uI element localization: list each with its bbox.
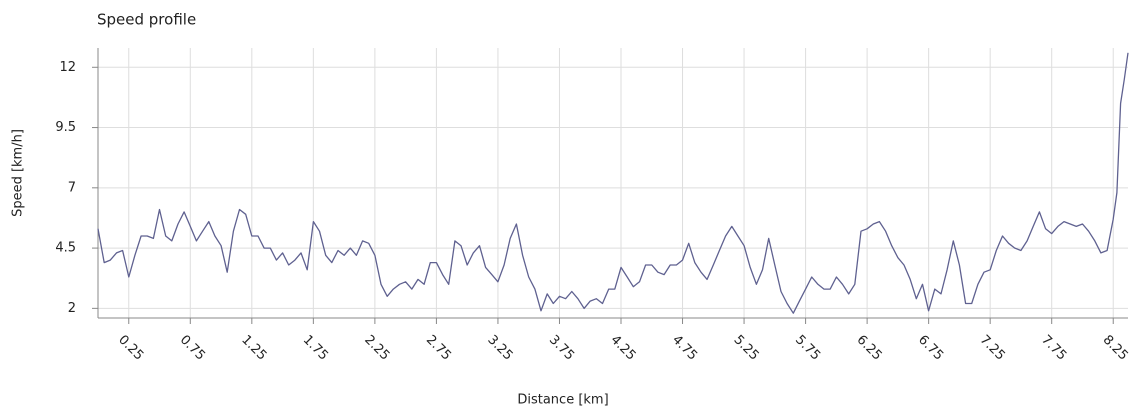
x-tick-label: 1.75 xyxy=(300,332,331,363)
x-tick-label: 8.25 xyxy=(1100,332,1131,363)
y-tick-label: 12 xyxy=(59,60,76,75)
x-tick-label: 5.75 xyxy=(792,332,823,363)
x-tick-label: 0.75 xyxy=(177,332,208,363)
plot-area xyxy=(98,48,1128,318)
y-tick-label: 7 xyxy=(68,180,76,195)
speed-line xyxy=(97,52,1129,314)
x-tick-label: 5.25 xyxy=(731,332,762,363)
x-tick-label: 4.75 xyxy=(669,332,700,363)
x-tick-label: 4.25 xyxy=(607,332,638,363)
x-tick-label: 2.75 xyxy=(423,332,454,363)
x-tick-label: 7.25 xyxy=(977,332,1008,363)
x-tick-label: 2.25 xyxy=(361,332,392,363)
x-tick-label: 6.75 xyxy=(915,332,946,363)
x-tick-label: 3.25 xyxy=(484,332,515,363)
x-axis-label: Distance [km] xyxy=(517,393,608,408)
y-tick-label: 9.5 xyxy=(55,120,76,135)
chart-title: Speed profile xyxy=(97,11,196,29)
x-tick-label: 0.25 xyxy=(115,332,146,363)
x-tick-label: 6.25 xyxy=(854,332,885,363)
y-tick-label: 2 xyxy=(68,301,76,316)
y-tick-label: 4.5 xyxy=(55,241,76,256)
x-tick-label: 7.75 xyxy=(1038,332,1069,363)
x-tick-label: 1.25 xyxy=(238,332,269,363)
y-axis-label: Speed [km/h] xyxy=(11,129,26,217)
x-tick-label: 3.75 xyxy=(546,332,577,363)
